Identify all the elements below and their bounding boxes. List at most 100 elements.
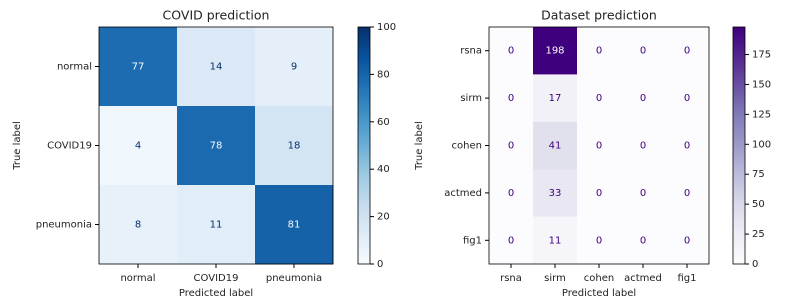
heatmap-cell <box>99 27 178 107</box>
heatmap-cell <box>577 169 622 218</box>
cell-label: 0 <box>596 235 602 246</box>
cell-label: 17 <box>549 93 562 104</box>
chart-title: COVID prediction <box>163 8 270 23</box>
colorbar-tick-label: 150 <box>752 79 771 90</box>
heatmap-cell <box>533 216 578 265</box>
heatmap-cell <box>489 216 534 265</box>
cell-label: 0 <box>684 46 690 57</box>
heatmap-cell <box>533 169 578 218</box>
cell-label: 41 <box>549 141 562 152</box>
cell-label: 0 <box>508 235 514 246</box>
colorbar-tick-label: 0 <box>752 259 758 270</box>
cell-label: 0 <box>640 188 646 199</box>
heatmap-cell <box>577 216 622 265</box>
heatmap-cell <box>533 27 578 75</box>
x-tick-label: actmed <box>624 273 662 284</box>
cell-label: 0 <box>596 141 602 152</box>
cell-label: 9 <box>291 62 297 73</box>
heatmap-cell <box>577 27 622 75</box>
heatmap-cell <box>489 74 534 123</box>
heatmap-cell <box>621 27 666 75</box>
heatmap-cell <box>177 27 256 107</box>
heatmap-cell <box>665 121 710 170</box>
cell-label: 78 <box>210 141 223 152</box>
heatmap-cell <box>489 169 534 218</box>
chart-title: Dataset prediction <box>541 8 657 23</box>
y-tick-label: rsna <box>460 46 482 57</box>
heatmap-cell <box>533 74 578 123</box>
y-tick-label: pneumonia <box>36 220 92 231</box>
y-tick-label: fig1 <box>463 235 482 246</box>
colorbar-tick-label: 60 <box>377 117 390 128</box>
cell-label: 0 <box>684 141 690 152</box>
cell-label: 11 <box>210 220 223 231</box>
y-tick-label: sirm <box>460 93 482 104</box>
heatmap-cell <box>665 74 710 123</box>
heatmap-cell <box>255 185 334 265</box>
cell-label: 11 <box>549 235 562 246</box>
colorbar-tick-label: 80 <box>377 69 390 80</box>
heatmap-cell <box>621 216 666 265</box>
y-tick-label: actmed <box>444 188 482 199</box>
heatmap-cell <box>255 27 334 107</box>
heatmap-cell <box>99 185 178 265</box>
heatmap-cell <box>621 74 666 123</box>
y-axis-label: True label <box>414 121 425 171</box>
heatmap-cell <box>533 121 578 170</box>
cell-label: 0 <box>508 46 514 57</box>
cell-label: 33 <box>549 188 562 199</box>
x-axis-label: Predicted label <box>562 288 636 299</box>
cell-label: 0 <box>508 188 514 199</box>
heatmap-cell <box>665 27 710 75</box>
colorbar-tick-label: 50 <box>752 199 765 210</box>
cell-label: 0 <box>640 235 646 246</box>
cell-label: 8 <box>135 220 141 231</box>
y-tick-label: cohen <box>452 141 482 152</box>
heatmap-cell <box>177 106 256 186</box>
y-axis-label: True label <box>12 121 23 171</box>
cell-label: 0 <box>596 46 602 57</box>
heatmap-cell <box>665 216 710 265</box>
x-tick-label: sirm <box>544 273 566 284</box>
heatmap-cell <box>577 74 622 123</box>
x-tick-label: COVID19 <box>194 273 239 284</box>
cell-label: 4 <box>135 141 141 152</box>
cell-label: 0 <box>684 188 690 199</box>
heatmap-cell <box>665 169 710 218</box>
heatmap-cell <box>99 106 178 186</box>
heatmap-cell <box>621 121 666 170</box>
colorbar-tick-label: 0 <box>377 259 383 270</box>
colorbar <box>732 26 746 265</box>
colorbar-tick-label: 20 <box>377 212 390 223</box>
x-tick-label: fig1 <box>677 273 696 284</box>
x-axis-label: Predicted label <box>179 288 253 299</box>
cell-label: 0 <box>596 188 602 199</box>
colorbar-tick-label: 75 <box>752 169 765 180</box>
y-tick-label: normal <box>57 62 92 73</box>
cell-label: 0 <box>508 93 514 104</box>
heatmap-cell <box>577 121 622 170</box>
cell-label: 77 <box>132 62 145 73</box>
colorbar-tick-label: 40 <box>377 164 390 175</box>
heatmap-cell <box>255 106 334 186</box>
cell-label: 0 <box>684 235 690 246</box>
cell-label: 81 <box>288 220 301 231</box>
heatmap-cell <box>621 169 666 218</box>
x-tick-label: normal <box>120 273 155 284</box>
cell-label: 0 <box>640 93 646 104</box>
x-tick-label: rsna <box>500 273 522 284</box>
cell-label: 198 <box>545 46 564 57</box>
cell-label: 14 <box>210 62 223 73</box>
colorbar-tick-label: 100 <box>752 139 771 150</box>
cell-label: 0 <box>640 141 646 152</box>
heatmap-cell <box>177 185 256 265</box>
colorbar <box>357 26 371 265</box>
heatmap-cell <box>489 121 534 170</box>
cell-label: 0 <box>596 93 602 104</box>
heatmap-cell <box>489 27 534 75</box>
cell-label: 0 <box>684 93 690 104</box>
colorbar-tick-label: 100 <box>377 22 396 33</box>
cell-label: 18 <box>288 141 301 152</box>
cell-label: 0 <box>640 46 646 57</box>
